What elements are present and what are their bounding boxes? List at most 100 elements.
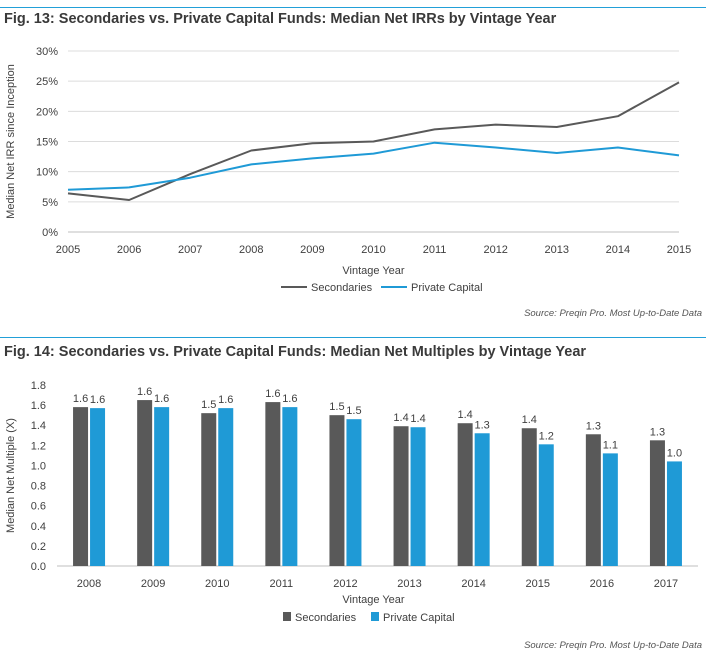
x-tick-label: 2012 — [333, 578, 357, 590]
bar-secondaries — [201, 413, 217, 566]
data-label-private-capital: 1.6 — [154, 393, 169, 405]
data-label-secondaries: 1.4 — [393, 412, 408, 424]
data-label-secondaries: 1.5 — [329, 401, 344, 413]
data-label-secondaries: 1.4 — [458, 409, 473, 421]
data-label-secondaries: 1.3 — [650, 426, 665, 438]
x-tick-label: 2008 — [77, 578, 101, 590]
y-tick-label: 0% — [42, 227, 58, 239]
y-tick-label: 1.4 — [31, 420, 46, 432]
y-tick-label: 0.4 — [31, 521, 46, 533]
y-tick-label: 0.2 — [31, 541, 46, 553]
x-axis-title: Vintage Year — [342, 594, 405, 606]
bar-private-capital — [602, 453, 618, 566]
y-tick-label: 15% — [36, 137, 58, 149]
series-line-private-capital — [67, 141, 680, 191]
bar-private-capital — [538, 444, 554, 566]
data-label-secondaries: 1.6 — [265, 388, 280, 400]
x-tick-label: 2008 — [239, 244, 263, 256]
bar-secondaries — [265, 402, 281, 566]
data-label-secondaries: 1.6 — [73, 393, 88, 405]
x-tick-label: 2013 — [545, 244, 569, 256]
data-label-secondaries: 1.3 — [586, 420, 601, 432]
bar-private-capital — [282, 407, 298, 566]
x-tick-label: 2014 — [461, 578, 485, 590]
y-tick-label: 20% — [36, 106, 58, 118]
data-label-private-capital: 1.4 — [410, 413, 425, 425]
figure-13-title: Fig. 13: Secondaries vs. Private Capital… — [4, 11, 557, 27]
y-tick-label: 1.8 — [31, 380, 46, 392]
data-label-secondaries: 1.4 — [522, 414, 537, 426]
y-tick-label: 30% — [36, 46, 58, 58]
x-tick-label: 2010 — [361, 244, 385, 256]
x-tick-label: 2013 — [397, 578, 421, 590]
legend-swatch-private-capital — [371, 612, 379, 621]
y-tick-label: 5% — [42, 197, 58, 209]
x-tick-label: 2011 — [270, 578, 294, 590]
figure-14-title: Fig. 14: Secondaries vs. Private Capital… — [4, 344, 587, 360]
bar-secondaries — [457, 423, 473, 566]
bar-secondaries — [649, 440, 665, 566]
y-axis-title: Median Net IRR since Inception — [5, 64, 17, 219]
figure-13-top-rule — [0, 7, 706, 8]
bar-private-capital — [346, 419, 362, 566]
data-label-secondaries: 1.5 — [201, 399, 216, 411]
data-label-private-capital: 1.2 — [539, 430, 554, 442]
bar-secondaries — [521, 428, 537, 566]
data-label-private-capital: 1.5 — [346, 405, 361, 417]
y-tick-label: 0.8 — [31, 481, 46, 493]
x-tick-label: 2015 — [667, 244, 691, 256]
legend-label-private-capital: Private Capital — [411, 282, 483, 294]
bar-private-capital — [154, 407, 170, 566]
x-tick-label: 2010 — [205, 578, 229, 590]
data-label-private-capital: 1.1 — [603, 439, 618, 451]
legend-label-secondaries: Secondaries — [311, 282, 373, 294]
x-tick-label: 2007 — [178, 244, 202, 256]
bar-private-capital — [90, 408, 106, 566]
data-label-private-capital: 1.6 — [218, 394, 233, 406]
data-label-private-capital: 1.3 — [475, 419, 490, 431]
multiple-bar-chart: 0.00.20.40.60.81.01.21.41.61.81.6 1.62008… — [5, 380, 698, 624]
bar-secondaries — [585, 434, 601, 566]
figure-14-source: Source: Preqin Pro. Most Up-to-Date Data — [524, 640, 702, 651]
legend-swatch-secondaries — [283, 612, 291, 621]
bar-secondaries — [73, 407, 89, 566]
data-label-private-capital: 1.6 — [90, 394, 105, 406]
bar-private-capital — [666, 461, 682, 566]
x-tick-label: 2005 — [56, 244, 80, 256]
x-tick-label: 2009 — [300, 244, 324, 256]
y-tick-label: 1.2 — [31, 440, 46, 452]
x-tick-label: 2015 — [526, 578, 550, 590]
bar-private-capital — [474, 433, 490, 566]
x-tick-label: 2017 — [654, 578, 678, 590]
bar-private-capital — [218, 408, 234, 566]
bar-secondaries — [329, 415, 345, 566]
y-tick-label: 1.0 — [31, 460, 46, 472]
legend-label-private-capital: Private Capital — [383, 612, 455, 624]
x-tick-label: 2014 — [606, 244, 630, 256]
y-tick-label: 0.6 — [31, 501, 46, 513]
figure-13-source: Source: Preqin Pro. Most Up-to-Date Data — [524, 308, 702, 319]
data-label-private-capital: 1.6 — [282, 393, 297, 405]
x-tick-label: 2009 — [141, 578, 165, 590]
y-axis-title: Median Net Multiple (X) — [5, 418, 17, 533]
series-line-secondaries — [67, 81, 680, 201]
x-tick-label: 2011 — [423, 244, 447, 256]
x-tick-label: 2016 — [590, 578, 614, 590]
y-tick-label: 10% — [36, 167, 58, 179]
figure-14: Fig. 14: Secondaries vs. Private Capital… — [0, 330, 724, 660]
x-tick-label: 2012 — [483, 244, 507, 256]
y-tick-label: 25% — [36, 76, 58, 88]
figure-13: Fig. 13: Secondaries vs. Private Capital… — [0, 7, 706, 319]
irr-line-chart: 0% 5% 10% 15% 20% 25% 30% 2005 2006 2007 2008 2009 2… — [5, 46, 691, 294]
y-tick-label: 1.6 — [31, 400, 46, 412]
bar-secondaries — [393, 426, 409, 566]
data-label-private-capital: 1.0 — [667, 447, 682, 459]
y-tick-label: 0.0 — [31, 561, 46, 573]
x-axis-title: Vintage Year — [342, 265, 405, 277]
legend-label-secondaries: Secondaries — [295, 612, 357, 624]
x-tick-label: 2006 — [117, 244, 141, 256]
figure-14-top-rule — [0, 337, 706, 338]
data-label-secondaries: 1.6 — [137, 386, 152, 398]
bar-private-capital — [410, 427, 426, 566]
bar-secondaries — [137, 400, 153, 566]
